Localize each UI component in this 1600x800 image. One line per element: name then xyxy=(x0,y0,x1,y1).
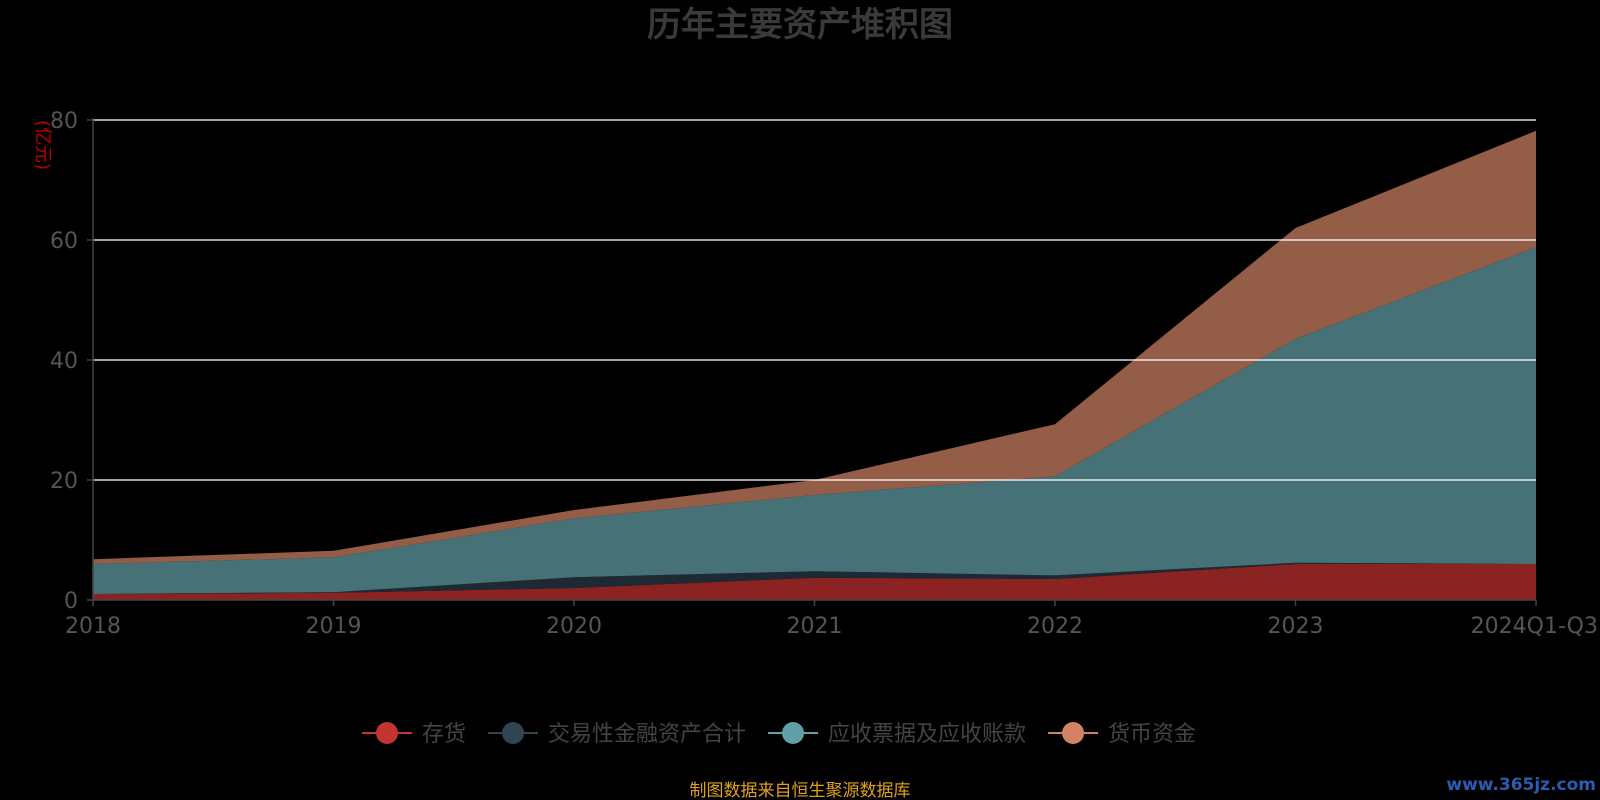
legend-item-1[interactable]: 交易性金融资产合计 xyxy=(488,722,746,747)
area-series-1 xyxy=(93,562,1536,594)
y-tick-label-4: 80 xyxy=(50,109,78,134)
legend-item-0[interactable]: 存货 xyxy=(362,722,466,747)
data-source-note: 制图数据来自恒生聚源数据库 xyxy=(690,781,911,800)
y-tick-label-3: 60 xyxy=(50,229,78,254)
x-tick-label-5: 2023 xyxy=(1268,614,1324,639)
grid-lines xyxy=(93,119,1536,481)
legend-marker-0 xyxy=(376,722,398,744)
y-tick-label-0: 0 xyxy=(64,589,78,614)
axes: 0 20 40 60 80 2018 2019 2020 2021 2022 2023 2024Q1-… xyxy=(50,109,1598,639)
legend-label-2: 应收票据及应收账款 xyxy=(828,722,1026,747)
legend-item-3[interactable]: 货币资金 xyxy=(1048,722,1196,747)
x-tick-label-1: 2019 xyxy=(306,614,362,639)
x-tick-label-4: 2022 xyxy=(1027,614,1083,639)
legend-item-2[interactable]: 应收票据及应收账款 xyxy=(768,722,1026,747)
area-series-3 xyxy=(93,130,1536,565)
legend-marker-2 xyxy=(782,722,805,744)
x-tick-label-3: 2021 xyxy=(787,614,843,639)
y-axis-unit-label: (亿元) xyxy=(32,120,53,170)
x-tick-label-6: 2024Q1-Q3 xyxy=(1471,614,1598,639)
legend-label-3: 货币资金 xyxy=(1108,722,1196,747)
chart-title: 历年主要资产堆积图 xyxy=(647,5,953,45)
x-tick-label-2: 2020 xyxy=(546,614,602,639)
legend[interactable]: 存货 交易性金融资产合计 应收票据及应收账款 货币资金 xyxy=(362,722,1196,747)
watermark: www.365jz.com xyxy=(1446,775,1596,795)
area-series-group xyxy=(93,130,1536,600)
area-series-0 xyxy=(93,564,1536,600)
legend-marker-3 xyxy=(1062,722,1085,744)
y-tick-label-1: 20 xyxy=(50,469,78,494)
legend-label-1: 交易性金融资产合计 xyxy=(548,722,746,747)
legend-marker-1 xyxy=(502,722,525,744)
y-tick-label-2: 40 xyxy=(50,349,78,374)
area-series-2 xyxy=(93,247,1536,594)
legend-label-0: 存货 xyxy=(422,722,466,747)
x-tick-label-0: 2018 xyxy=(65,614,121,639)
